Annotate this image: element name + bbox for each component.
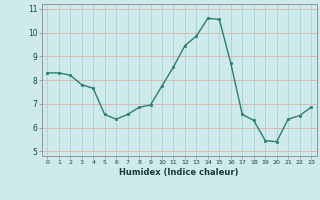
X-axis label: Humidex (Indice chaleur): Humidex (Indice chaleur) (119, 168, 239, 177)
